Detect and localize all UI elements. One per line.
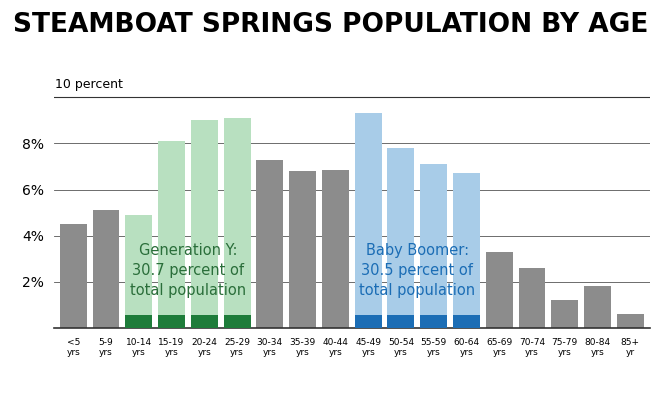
Bar xyxy=(257,160,283,328)
Bar xyxy=(420,315,447,328)
Text: Generation Y:
30.7 percent of
total population: Generation Y: 30.7 percent of total popu… xyxy=(130,243,246,298)
Bar xyxy=(224,315,251,328)
Bar xyxy=(60,224,86,328)
Bar xyxy=(453,315,480,328)
Text: 10 percent: 10 percent xyxy=(55,78,123,92)
Bar xyxy=(584,286,611,328)
Bar xyxy=(224,118,251,328)
Bar xyxy=(92,210,119,328)
Bar xyxy=(354,113,381,328)
Bar xyxy=(158,315,185,328)
Bar xyxy=(322,170,349,328)
Text: Baby Boomer:
30.5 percent of
total population: Baby Boomer: 30.5 percent of total popul… xyxy=(359,243,475,298)
Bar xyxy=(158,141,185,328)
Bar xyxy=(551,300,578,328)
Bar xyxy=(354,315,381,328)
Bar xyxy=(125,215,152,328)
Bar xyxy=(289,171,316,328)
Bar xyxy=(617,314,644,328)
Bar xyxy=(191,120,218,328)
Bar xyxy=(387,315,414,328)
Text: STEAMBOAT SPRINGS POPULATION BY AGE: STEAMBOAT SPRINGS POPULATION BY AGE xyxy=(13,12,649,38)
Bar xyxy=(191,315,218,328)
Bar xyxy=(387,148,414,328)
Bar xyxy=(453,173,480,328)
Bar xyxy=(420,164,447,328)
Bar xyxy=(125,315,152,328)
Bar xyxy=(519,268,545,328)
Bar xyxy=(486,252,513,328)
